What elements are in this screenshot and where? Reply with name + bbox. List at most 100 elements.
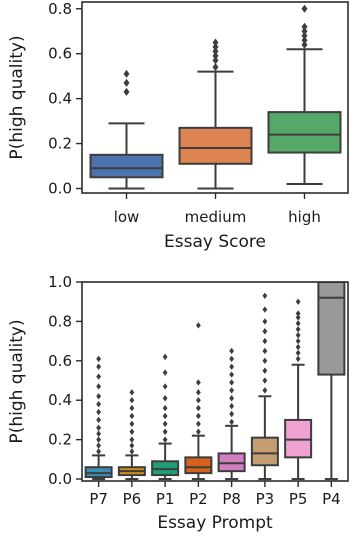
outlier-point bbox=[229, 363, 235, 370]
outlier-point bbox=[295, 349, 301, 357]
y-tick-label: 0.4 bbox=[48, 391, 72, 409]
outlier-point bbox=[96, 408, 102, 416]
outlier-point bbox=[295, 355, 301, 363]
y-axis-label: P(high quality) bbox=[7, 319, 27, 443]
outlier-point bbox=[162, 428, 168, 435]
outlier-point bbox=[129, 404, 135, 412]
outlier-point bbox=[96, 373, 102, 380]
box-low bbox=[89, 69, 164, 190]
outlier-point bbox=[301, 4, 308, 13]
outlier-point bbox=[262, 318, 268, 325]
outlier-point bbox=[195, 412, 201, 420]
y-tick-label: 0.2 bbox=[48, 135, 72, 153]
outlier-point bbox=[295, 310, 301, 317]
outlier-point bbox=[262, 306, 268, 313]
outlier-point bbox=[301, 22, 308, 31]
box-iqr bbox=[89, 153, 164, 179]
outlier-point bbox=[162, 369, 168, 376]
outlier-point bbox=[96, 416, 102, 424]
outlier-point bbox=[96, 383, 102, 390]
x-tick-label: low bbox=[114, 208, 140, 226]
outlier-point bbox=[295, 343, 301, 351]
outlier-point bbox=[195, 389, 201, 396]
box-p1 bbox=[151, 353, 180, 481]
outlier-point bbox=[301, 40, 308, 49]
x-axis-label: Essay Prompt bbox=[157, 513, 273, 533]
outlier-point bbox=[195, 322, 201, 329]
outlier-point bbox=[195, 379, 201, 386]
y-tick-label: 0.8 bbox=[48, 0, 72, 18]
outlier-point bbox=[129, 420, 135, 428]
outlier-point bbox=[96, 430, 102, 437]
outlier-point bbox=[129, 412, 135, 420]
outlier-point bbox=[262, 337, 268, 345]
outlier-point bbox=[129, 428, 135, 435]
box-iqr bbox=[267, 111, 342, 154]
y-tick-label: 0.6 bbox=[48, 45, 72, 63]
axes-frame bbox=[81, 281, 349, 482]
box-iqr bbox=[178, 126, 253, 165]
y-tick-label: 0.4 bbox=[48, 90, 72, 108]
outlier-point bbox=[229, 410, 235, 418]
plot-area bbox=[89, 4, 342, 190]
outlier-point bbox=[262, 367, 268, 374]
outlier-point bbox=[96, 400, 102, 408]
y-tick-label: 0.2 bbox=[48, 431, 72, 449]
outlier-point bbox=[129, 448, 135, 455]
y-tick-label: 0.6 bbox=[48, 352, 72, 370]
outlier-point bbox=[229, 395, 235, 402]
outlier-point bbox=[301, 36, 308, 45]
x-tick-label: medium bbox=[185, 208, 247, 226]
outlier-point bbox=[301, 31, 308, 40]
x-tick-label: high bbox=[288, 208, 321, 226]
x-tick-label: P4 bbox=[322, 490, 341, 508]
outlier-point bbox=[195, 428, 201, 435]
outlier-point bbox=[96, 393, 102, 400]
outlier-point bbox=[129, 442, 135, 449]
outlier-point bbox=[123, 69, 130, 78]
x-tick-label: P1 bbox=[156, 490, 175, 508]
outlier-point bbox=[262, 292, 268, 299]
outlier-point bbox=[162, 404, 168, 412]
outlier-point bbox=[295, 337, 301, 345]
box-medium bbox=[178, 38, 253, 190]
outlier-point bbox=[301, 27, 308, 36]
outlier-point bbox=[295, 331, 301, 339]
outlier-point bbox=[229, 387, 235, 394]
box-p4 bbox=[317, 282, 346, 481]
y-tick-label: 1.0 bbox=[48, 273, 72, 291]
x-tick-label: P3 bbox=[256, 490, 275, 508]
y-axis-label: P(high quality) bbox=[7, 35, 27, 159]
x-tick-label: P7 bbox=[89, 490, 108, 508]
x-tick-label: P5 bbox=[289, 490, 308, 508]
box-p3 bbox=[250, 292, 279, 481]
outlier-point bbox=[212, 63, 219, 72]
box-p2 bbox=[184, 322, 213, 481]
outlier-point bbox=[123, 78, 130, 87]
outlier-point bbox=[123, 87, 130, 96]
outlier-point bbox=[195, 404, 201, 412]
outlier-point bbox=[96, 442, 102, 449]
outlier-point bbox=[262, 328, 268, 335]
outlier-point bbox=[229, 355, 235, 363]
outlier-point bbox=[162, 412, 168, 420]
outlier-point bbox=[212, 56, 219, 65]
x-axis-label: Essay Score bbox=[164, 232, 266, 252]
y-tick-label: 0.0 bbox=[48, 470, 72, 488]
outlier-point bbox=[162, 353, 168, 361]
outlier-point bbox=[262, 387, 268, 394]
outlier-point bbox=[212, 38, 219, 47]
outlier-point bbox=[295, 326, 301, 333]
outlier-point bbox=[212, 42, 219, 51]
box-high bbox=[267, 4, 342, 186]
outlier-point bbox=[229, 371, 235, 378]
outlier-point bbox=[195, 420, 201, 428]
outlier-point bbox=[229, 347, 235, 355]
box-p5 bbox=[284, 298, 313, 481]
outlier-point bbox=[195, 397, 201, 404]
plot-area bbox=[84, 282, 346, 481]
outlier-point bbox=[96, 355, 102, 363]
outlier-point bbox=[129, 436, 135, 443]
outlier-point bbox=[129, 389, 135, 396]
